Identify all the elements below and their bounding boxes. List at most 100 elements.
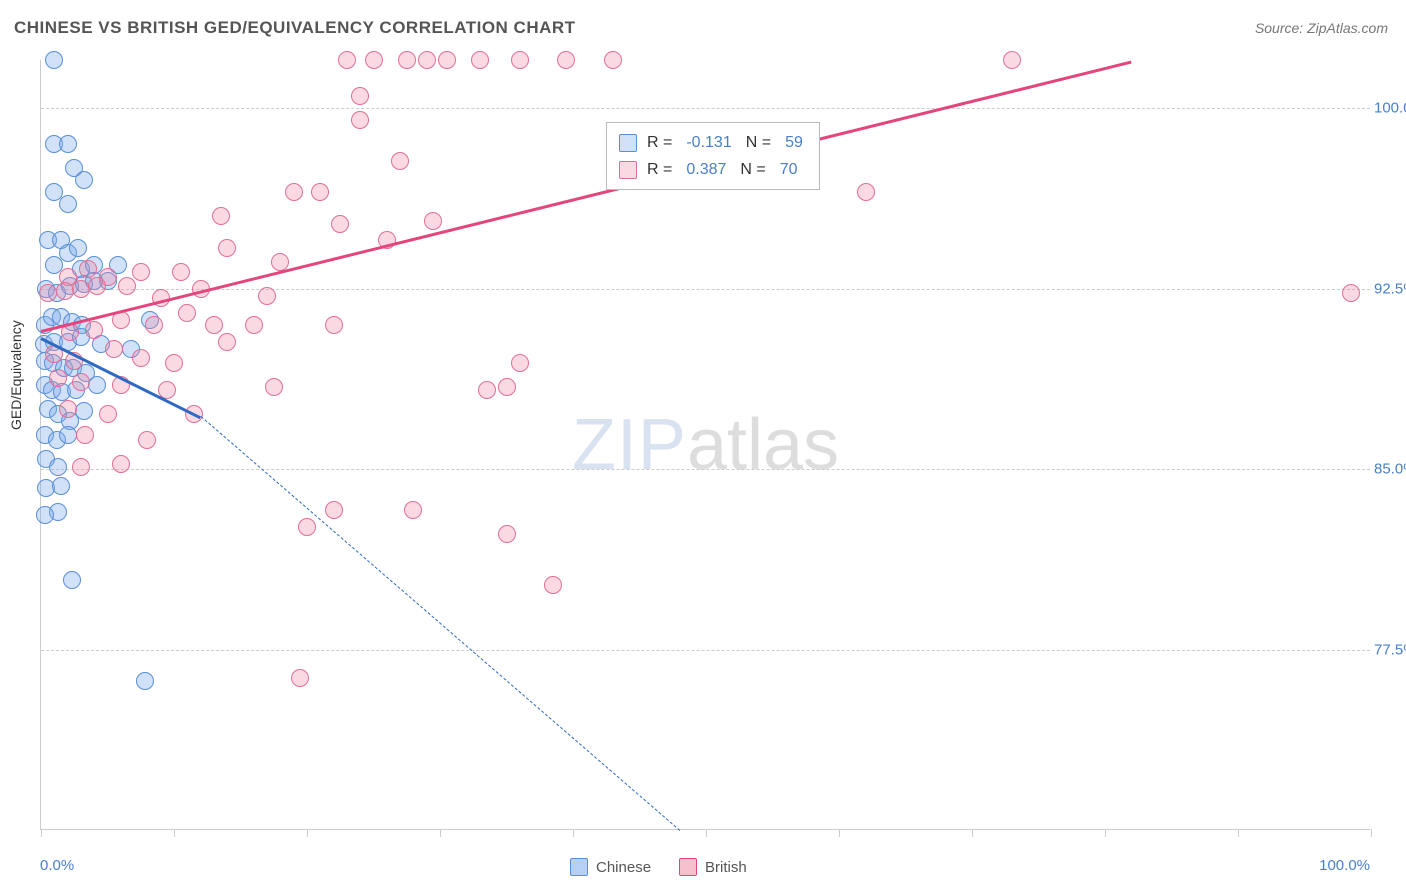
r-value: 0.387 (686, 156, 726, 183)
scatter-point-british (138, 431, 156, 449)
scatter-point-british (291, 669, 309, 687)
scatter-point-chinese (59, 135, 77, 153)
scatter-point-british (145, 316, 163, 334)
y-gridline (41, 108, 1370, 109)
x-tick (174, 829, 175, 837)
scatter-point-british (258, 287, 276, 305)
scatter-point-british (105, 340, 123, 358)
legend: Chinese British (570, 858, 747, 876)
scatter-point-british (132, 349, 150, 367)
scatter-point-british (218, 239, 236, 257)
y-tick-label: 92.5% (1374, 280, 1406, 297)
scatter-point-british (1003, 51, 1021, 69)
legend-swatch-chinese (619, 134, 637, 152)
scatter-point-british (118, 277, 136, 295)
scatter-point-british (398, 51, 416, 69)
x-tick (440, 829, 441, 837)
y-gridline (41, 650, 1370, 651)
scatter-point-british (365, 51, 383, 69)
scatter-point-chinese (75, 171, 93, 189)
scatter-point-british (85, 321, 103, 339)
legend-item: Chinese (570, 858, 651, 876)
scatter-point-british (132, 263, 150, 281)
scatter-point-british (311, 183, 329, 201)
scatter-point-british (212, 207, 230, 225)
scatter-point-british (39, 284, 57, 302)
legend-item: British (679, 858, 747, 876)
watermark-logo: ZIPatlas (572, 404, 839, 486)
y-tick-label: 85.0% (1374, 461, 1406, 478)
scatter-point-chinese (52, 477, 70, 495)
legend-swatch-british (619, 161, 637, 179)
scatter-point-british (351, 111, 369, 129)
x-axis-min-label: 0.0% (40, 857, 74, 874)
scatter-point-british (544, 576, 562, 594)
chart-title: CHINESE VS BRITISH GED/EQUIVALENCY CORRE… (14, 18, 576, 38)
scatter-point-british (76, 426, 94, 444)
x-tick (1105, 829, 1106, 837)
trend-line (41, 60, 1132, 332)
y-tick-label: 100.0% (1374, 100, 1406, 117)
trend-line-extrapolated (200, 416, 679, 831)
scatter-point-british (391, 152, 409, 170)
scatter-point-british (511, 51, 529, 69)
scatter-point-british (404, 501, 422, 519)
y-gridline (41, 289, 1370, 290)
legend-label: Chinese (596, 859, 651, 876)
scatter-point-chinese (136, 672, 154, 690)
scatter-point-chinese (69, 239, 87, 257)
scatter-point-british (178, 304, 196, 322)
watermark-part2: atlas (687, 405, 839, 485)
x-axis-max-label: 100.0% (1319, 857, 1370, 874)
scatter-point-british (172, 263, 190, 281)
scatter-point-british (478, 381, 496, 399)
scatter-point-chinese (59, 195, 77, 213)
n-value: 59 (785, 129, 803, 156)
scatter-point-british (351, 87, 369, 105)
x-tick (1238, 829, 1239, 837)
scatter-point-british (88, 277, 106, 295)
scatter-point-british (325, 501, 343, 519)
scatter-point-british (438, 51, 456, 69)
scatter-point-british (331, 215, 349, 233)
correlation-row-chinese: R =-0.131 N =59 (619, 129, 807, 156)
scatter-point-british (265, 378, 283, 396)
x-tick (706, 829, 707, 837)
scatter-point-british (99, 405, 117, 423)
x-tick (972, 829, 973, 837)
r-value: -0.131 (686, 129, 731, 156)
scatter-point-british (165, 354, 183, 372)
correlation-row-british: R =0.387 N =70 (619, 156, 807, 183)
scatter-point-british (72, 373, 90, 391)
scatter-point-british (424, 212, 442, 230)
scatter-point-british (112, 455, 130, 473)
scatter-point-british (59, 400, 77, 418)
scatter-point-british (418, 51, 436, 69)
scatter-point-british (79, 260, 97, 278)
legend-swatch (570, 858, 588, 876)
y-axis-label: GED/Equivalency (8, 320, 24, 430)
scatter-point-chinese (49, 458, 67, 476)
scatter-point-british (72, 458, 90, 476)
scatter-point-british (298, 518, 316, 536)
y-tick-label: 77.5% (1374, 641, 1406, 658)
scatter-point-british (218, 333, 236, 351)
scatter-point-british (498, 525, 516, 543)
n-value: 70 (780, 156, 798, 183)
scatter-point-chinese (75, 402, 93, 420)
legend-label: British (705, 859, 747, 876)
scatter-point-chinese (59, 426, 77, 444)
scatter-point-chinese (45, 51, 63, 69)
scatter-point-british (338, 51, 356, 69)
scatter-point-chinese (63, 571, 81, 589)
scatter-point-british (857, 183, 875, 201)
scatter-point-british (498, 378, 516, 396)
x-tick (41, 829, 42, 837)
legend-swatch (679, 858, 697, 876)
scatter-point-british (245, 316, 263, 334)
correlation-stats-box: R =-0.131 N =59R =0.387 N =70 (606, 122, 820, 190)
x-tick (307, 829, 308, 837)
x-tick (573, 829, 574, 837)
x-tick (1371, 829, 1372, 837)
scatter-plot-area: ZIPatlas 100.0%92.5%85.0%77.5%R =-0.131 … (40, 60, 1370, 830)
